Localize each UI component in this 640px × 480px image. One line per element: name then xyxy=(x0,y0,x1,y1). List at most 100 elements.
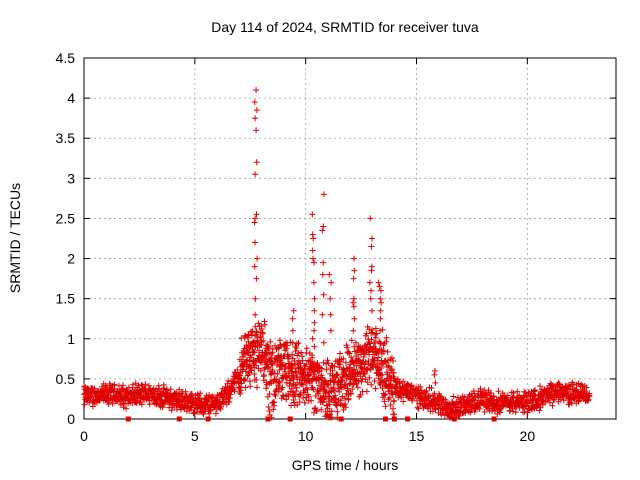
data-point xyxy=(129,381,136,388)
data-point xyxy=(159,404,166,411)
data-point xyxy=(342,359,349,366)
data-point xyxy=(586,390,593,397)
data-point xyxy=(313,408,320,415)
data-point xyxy=(242,384,249,391)
data-point xyxy=(120,382,126,389)
data-point xyxy=(331,388,338,394)
baseline-marker xyxy=(391,416,397,422)
y-tick-label: 2 xyxy=(67,251,75,267)
data-point xyxy=(350,275,357,282)
data-point xyxy=(320,339,327,346)
data-point xyxy=(253,159,260,166)
data-point xyxy=(312,405,319,411)
data-point xyxy=(366,374,373,381)
data-point xyxy=(255,320,262,327)
data-point xyxy=(364,366,371,373)
data-point xyxy=(301,399,308,406)
data-point xyxy=(427,393,434,400)
data-point xyxy=(417,383,424,390)
data-point xyxy=(292,343,299,350)
y-tick-label: 2.5 xyxy=(56,210,76,226)
data-point xyxy=(391,411,398,418)
data-point xyxy=(318,365,325,372)
data-point xyxy=(357,391,364,398)
data-point xyxy=(366,326,373,333)
data-point xyxy=(331,363,338,370)
data-point xyxy=(296,391,303,398)
data-point xyxy=(351,366,358,373)
data-point xyxy=(319,271,326,278)
baseline-marker xyxy=(451,416,457,422)
data-point xyxy=(253,107,260,114)
data-point xyxy=(328,279,335,286)
data-point xyxy=(521,408,528,415)
data-point xyxy=(279,384,286,391)
data-point xyxy=(375,279,382,286)
data-point xyxy=(251,349,258,356)
data-point xyxy=(381,398,388,405)
data-point xyxy=(454,394,461,401)
data-point xyxy=(252,171,259,178)
data-point xyxy=(308,397,315,404)
data-point xyxy=(324,381,331,388)
data-point xyxy=(309,247,316,254)
data-point xyxy=(269,360,276,367)
data-point xyxy=(309,335,316,342)
data-point xyxy=(311,327,318,334)
data-point xyxy=(320,291,327,298)
data-point xyxy=(377,339,384,346)
data-point xyxy=(388,354,395,361)
data-point xyxy=(377,295,384,302)
data-point xyxy=(123,405,129,412)
data-point xyxy=(261,365,268,372)
data-point xyxy=(253,87,260,94)
data-point xyxy=(311,343,318,350)
data-point xyxy=(396,379,403,386)
data-point xyxy=(432,406,439,413)
data-point xyxy=(372,334,379,341)
y-tick-label: 1.5 xyxy=(56,291,76,307)
data-point xyxy=(327,327,334,334)
x-tick-label: 20 xyxy=(520,428,536,444)
data-point xyxy=(476,401,483,408)
data-point xyxy=(248,367,255,374)
data-point xyxy=(442,396,449,403)
data-point xyxy=(371,378,378,384)
data-point xyxy=(359,375,366,382)
data-point xyxy=(400,378,407,385)
data-point xyxy=(337,350,343,357)
data-point xyxy=(91,385,98,392)
data-point xyxy=(251,219,258,226)
data-point xyxy=(138,381,145,388)
data-point xyxy=(369,307,375,314)
data-point xyxy=(369,235,375,242)
data-point xyxy=(320,359,327,366)
data-point xyxy=(218,403,225,410)
data-point xyxy=(368,243,375,250)
data-point xyxy=(375,354,382,361)
data-point xyxy=(309,211,316,218)
data-point xyxy=(368,287,374,294)
data-point xyxy=(450,393,457,400)
data-point xyxy=(226,399,233,406)
data-point xyxy=(565,382,572,389)
data-point xyxy=(438,411,445,418)
data-point xyxy=(253,127,260,134)
data-point xyxy=(514,388,521,395)
data-point xyxy=(300,395,307,401)
data-point xyxy=(319,311,326,318)
data-point xyxy=(326,271,333,278)
data-point xyxy=(495,388,502,395)
data-point xyxy=(504,392,511,399)
data-point xyxy=(299,357,306,364)
data-point xyxy=(350,299,357,306)
baseline-marker xyxy=(338,416,344,422)
data-point xyxy=(428,385,435,391)
data-point xyxy=(291,399,297,406)
data-point xyxy=(259,329,266,336)
data-point xyxy=(226,395,233,401)
data-point xyxy=(325,381,332,388)
data-point xyxy=(81,401,88,408)
data-point xyxy=(293,388,300,395)
data-point xyxy=(277,342,284,349)
